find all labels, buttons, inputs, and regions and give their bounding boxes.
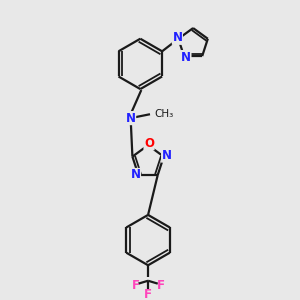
Text: O: O <box>144 137 154 150</box>
Text: N: N <box>181 51 191 64</box>
Text: CH₃: CH₃ <box>155 109 174 119</box>
Text: F: F <box>157 279 165 292</box>
Text: N: N <box>130 169 140 182</box>
Text: F: F <box>131 279 140 292</box>
Text: N: N <box>172 31 182 44</box>
Text: F: F <box>144 288 152 300</box>
Text: N: N <box>162 149 172 162</box>
Text: N: N <box>126 112 136 124</box>
